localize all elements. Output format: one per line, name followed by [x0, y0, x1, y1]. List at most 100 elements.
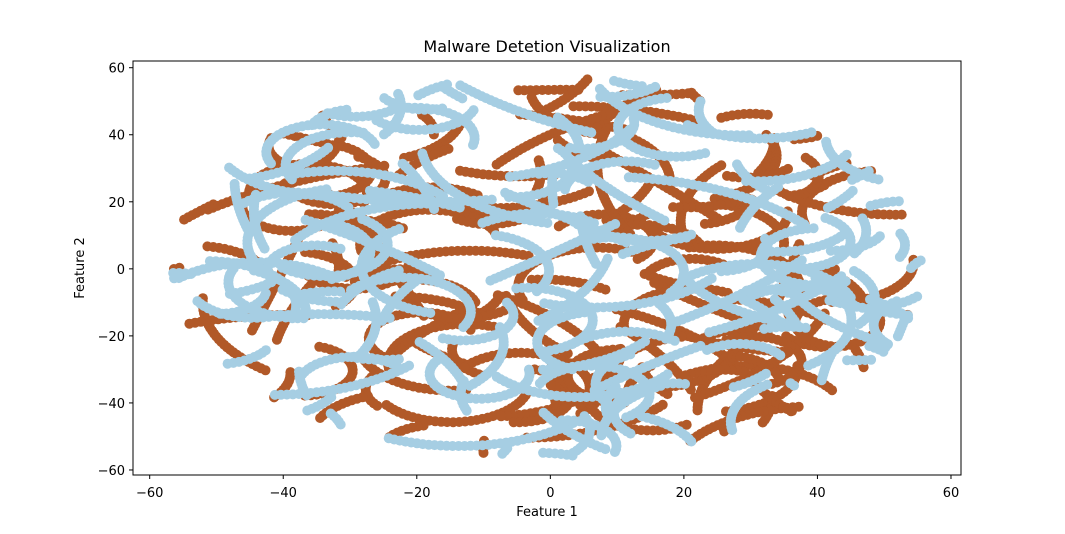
scatter-point [716, 112, 727, 123]
scatter-point [323, 142, 334, 153]
series-1 [168, 75, 926, 461]
scatter-point [609, 75, 619, 86]
scatter-point [552, 143, 563, 154]
scatter-point [553, 221, 564, 232]
scatter-point [866, 354, 877, 365]
scatter-point [803, 360, 814, 371]
scatter-point [459, 362, 470, 373]
scatter-point [800, 152, 811, 163]
scatter-point [491, 159, 502, 170]
scatter-point [895, 228, 906, 239]
scatter-point [526, 274, 537, 285]
scatter-point [229, 178, 240, 189]
scatter-point [497, 448, 508, 459]
scatter-point [393, 88, 404, 99]
scatter-point [583, 234, 594, 245]
scatter-point [222, 358, 233, 369]
chart-title: Malware Detetion Visualization [423, 37, 670, 56]
scatter-point [492, 290, 503, 301]
scatter-point [461, 405, 472, 416]
scatter-point [531, 286, 542, 297]
scatter-point [381, 400, 392, 410]
scatter-point [533, 168, 544, 179]
scatter-point [893, 196, 904, 207]
scatter-point [295, 372, 306, 383]
scatter-point [259, 243, 270, 254]
scatter-point [822, 202, 833, 213]
scatter-point [335, 419, 346, 430]
scatter-point [173, 273, 184, 284]
scatter-point [873, 174, 884, 185]
scatter-point [192, 296, 203, 307]
scatter-point [586, 127, 597, 138]
scatter-point [335, 243, 346, 254]
scatter-point [863, 166, 874, 177]
scatter-point [787, 406, 797, 417]
scatter-point [650, 81, 661, 92]
scatter-point [301, 390, 312, 401]
scatter-point [567, 364, 578, 375]
scatter-point [589, 218, 599, 229]
scatter-point [511, 283, 522, 294]
scatter-point [648, 225, 659, 236]
scatter-point [584, 186, 594, 197]
scatter-point [478, 447, 489, 458]
scatter-point [738, 294, 749, 305]
scatter-point [881, 338, 892, 349]
scatter-point [783, 163, 793, 174]
scatter-point [302, 405, 313, 416]
scatter-point [668, 202, 679, 213]
scatter-point [582, 74, 593, 85]
scatter-point [491, 371, 502, 382]
scatter-point [773, 372, 784, 383]
scatter-point [552, 112, 563, 123]
scatter-point [568, 101, 579, 112]
scatter-point [364, 185, 375, 196]
scatter-point [692, 405, 703, 416]
scatter-point [442, 79, 453, 90]
scatter-point [783, 347, 794, 358]
scatter-point [680, 370, 691, 381]
scatter-point [728, 382, 739, 393]
scatter-point [624, 124, 635, 135]
scatter-point [573, 84, 584, 95]
scatter-point [179, 214, 190, 225]
scatter-point [271, 334, 282, 345]
scatter-point [912, 291, 923, 302]
scatter-point [393, 265, 404, 276]
scatter-point [379, 93, 390, 104]
scatter-point [224, 162, 235, 173]
scatter-point [266, 158, 276, 169]
scatter-point [719, 426, 730, 437]
scatter-point [202, 241, 213, 252]
scatter-point [533, 155, 544, 166]
scatter-point [610, 381, 621, 392]
scatter-point [560, 184, 570, 195]
scatter-point [417, 148, 428, 159]
scatter-point [708, 127, 719, 138]
scatter-point [437, 333, 448, 344]
scatter-point [371, 115, 382, 126]
plot-area [168, 74, 926, 461]
scatter-point [404, 360, 415, 371]
scatter-point [367, 297, 378, 308]
scatter-point [485, 275, 496, 286]
scatter-point [915, 255, 926, 266]
scatter-point [545, 380, 556, 390]
scatter-point [762, 379, 773, 390]
scatter-point [799, 219, 810, 230]
scatter-point [732, 159, 742, 170]
scatter-point [184, 318, 195, 329]
scatter-point [841, 149, 852, 160]
scatter-point [496, 411, 507, 422]
scatter-point [394, 224, 405, 234]
scatter-point [680, 379, 690, 389]
scatter-point [609, 447, 620, 457]
scatter-point [414, 337, 425, 347]
scatter-point [568, 447, 579, 458]
scatter-point [849, 248, 860, 259]
scatter-point [341, 104, 352, 115]
scatter-point [298, 313, 309, 324]
scatter-point [377, 315, 388, 326]
